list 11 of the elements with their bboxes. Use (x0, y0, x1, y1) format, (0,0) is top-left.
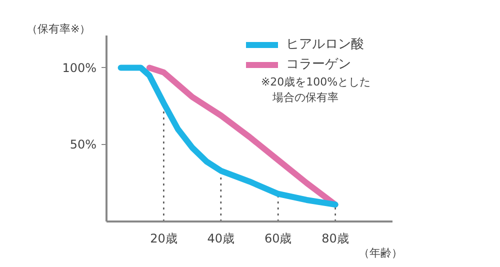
legend-label: コラーゲン (286, 56, 351, 73)
y-tick-label: 100% (62, 60, 97, 75)
x-tick-label: 80歳 (322, 232, 349, 246)
x-tick-label: 20歳 (150, 232, 178, 246)
legend-label: ヒアルロン酸 (286, 36, 364, 53)
x-tick-label: 60歳 (264, 232, 292, 246)
annotation: ※20歳を100%とした場合の保有率 (260, 75, 371, 104)
y-axis-title: （保有率※） (26, 22, 91, 36)
y-tick-label: 50% (70, 138, 96, 152)
x-tick-label: 40歳 (207, 232, 235, 246)
x-axis-title: （年齢） (358, 246, 402, 260)
